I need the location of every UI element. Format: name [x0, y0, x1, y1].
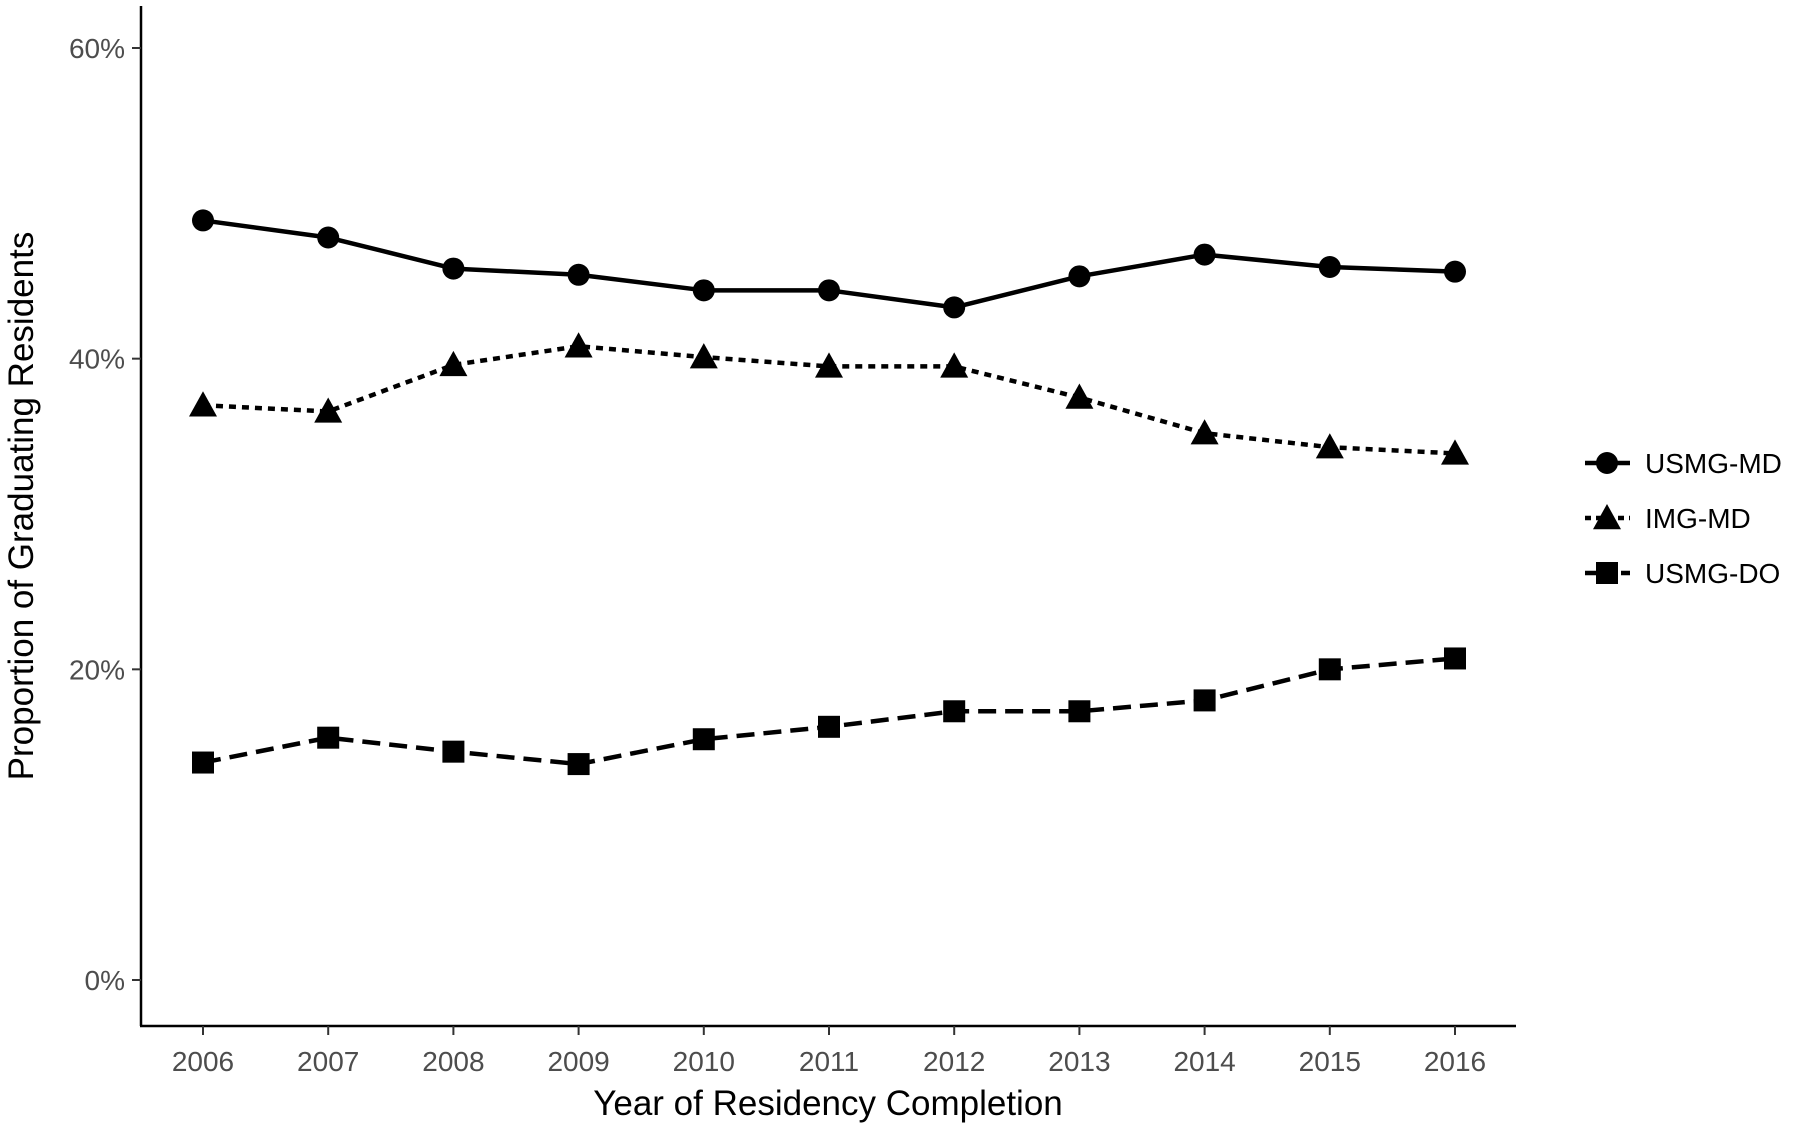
data-point-usmg-do	[692, 728, 715, 751]
y-tick-label: 20%	[69, 654, 125, 685]
x-tick-label: 2009	[547, 1046, 609, 1077]
data-point-usmg-md	[1444, 260, 1466, 283]
data-point-usmg-do	[317, 726, 340, 749]
data-point-usmg-do	[567, 753, 590, 776]
data-point-img-md	[439, 350, 468, 377]
data-point-usmg-do	[1444, 647, 1466, 670]
data-point-usmg-do	[818, 715, 840, 738]
x-tick-label: 2012	[923, 1046, 985, 1077]
legend-item-usmg-do: USMG-DO	[1585, 558, 1780, 589]
data-point-usmg-md	[317, 226, 340, 249]
data-point-usmg-md	[192, 209, 214, 232]
legend-label: IMG-MD	[1645, 503, 1751, 534]
series-line-img-md	[202, 343, 1456, 456]
data-point-usmg-do	[1193, 689, 1216, 712]
x-tick-label: 2007	[297, 1046, 359, 1077]
legend-item-img-md: IMG-MD	[1585, 503, 1751, 534]
legend-marker-usmg-md	[1596, 452, 1618, 474]
x-tick-label: 2011	[799, 1046, 859, 1077]
data-point-img-md	[1190, 419, 1219, 445]
x-tick-label: 2008	[422, 1046, 484, 1077]
data-point-usmg-do	[442, 740, 465, 763]
x-tick-label: 2013	[1048, 1046, 1110, 1077]
data-point-usmg-md	[692, 279, 715, 302]
data-point-img-md	[314, 397, 343, 423]
data-point-img-md	[189, 391, 217, 417]
x-tick-label: 2006	[172, 1046, 234, 1077]
legend: USMG-MD IMG-MD USMG-DO	[1585, 448, 1782, 589]
legend-item-usmg-md: USMG-MD	[1585, 448, 1782, 479]
data-point-img-md	[564, 332, 593, 358]
data-point-img-md	[1441, 439, 1469, 465]
x-tick-label: 2014	[1173, 1046, 1235, 1077]
x-tick-label: 2016	[1424, 1046, 1486, 1077]
data-point-usmg-md	[567, 263, 590, 286]
legend-label: USMG-DO	[1645, 558, 1780, 589]
data-point-img-md	[940, 352, 969, 378]
data-point-usmg-do	[192, 751, 214, 774]
data-point-usmg-do	[1318, 658, 1341, 681]
data-point-usmg-md	[1193, 243, 1216, 266]
data-point-usmg-md	[1068, 265, 1091, 288]
data-point-usmg-md	[943, 296, 966, 319]
y-tick-label: 0%	[85, 965, 125, 996]
series-line-usmg-do	[202, 656, 1456, 767]
legend-marker-usmg-do	[1596, 562, 1618, 584]
data-point-img-md	[815, 352, 843, 378]
data-point-img-md	[1315, 433, 1344, 459]
data-point-usmg-md	[442, 257, 465, 280]
x-axis-title: Year of Residency Completion	[593, 1084, 1063, 1123]
y-tick-label: 40%	[69, 344, 125, 375]
y-axis-title: Proportion of Graduating Residents	[2, 232, 41, 781]
data-point-usmg-do	[1068, 700, 1091, 723]
data-point-usmg-md	[818, 279, 840, 302]
data-point-usmg-md	[1318, 256, 1341, 279]
data-point-img-md	[1065, 383, 1094, 409]
y-tick-label: 60%	[69, 33, 125, 64]
x-tick-label: 2010	[673, 1046, 735, 1077]
legend-marker-img-md	[1593, 504, 1621, 530]
x-tick-label: 2015	[1299, 1046, 1361, 1077]
data-point-img-md	[689, 343, 718, 369]
legend-label: USMG-MD	[1645, 448, 1782, 479]
data-point-usmg-do	[943, 700, 966, 723]
